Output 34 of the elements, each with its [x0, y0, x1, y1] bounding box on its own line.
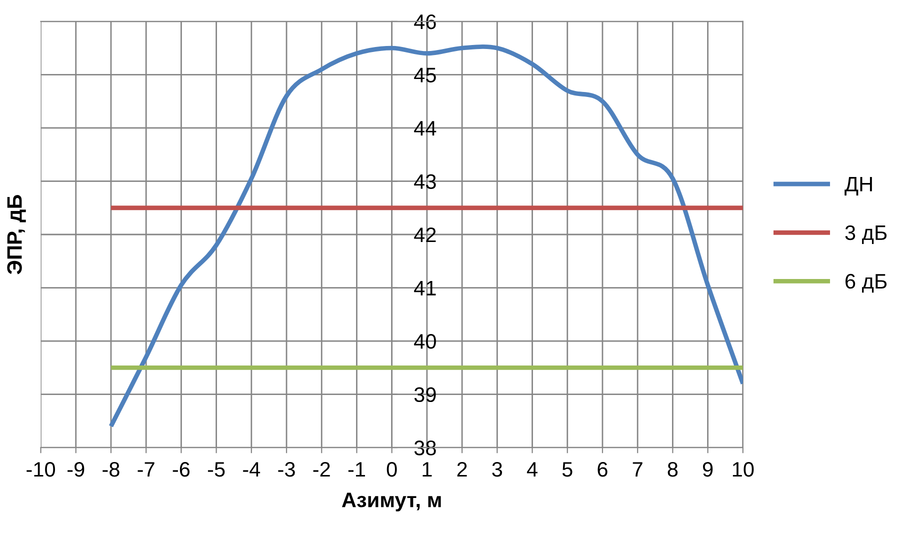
line-series [108, 44, 743, 428]
x-tick-label: -10 [26, 462, 56, 477]
y-tick-label: 41 [414, 280, 436, 296]
y-tick-label: 42 [414, 228, 436, 242]
x-tick-label: -8 [102, 462, 120, 477]
y-axis-title: ЭПР, дБ [7, 194, 26, 274]
x-tick-label: 1 [422, 462, 432, 477]
x-tick-label: 5 [562, 462, 572, 477]
x-tick-label: -2 [313, 462, 330, 477]
x-tick-label: 0 [386, 462, 397, 477]
x-tick-label: -9 [68, 462, 84, 477]
y-tick-label: 39 [414, 387, 436, 402]
x-tick-label: 9 [702, 462, 713, 477]
x-tick-label: 6 [598, 462, 608, 477]
x-axis-title: Азимут, м [342, 492, 441, 512]
legend-label: 6 дБ [846, 274, 887, 293]
x-tick-label: 3 [492, 462, 502, 477]
x-tick-label: 2 [457, 462, 467, 477]
y-tick-label: 43 [414, 174, 436, 189]
y-tick-label: 44 [414, 121, 436, 136]
x-tick-label: 7 [632, 462, 642, 477]
x-tick-label: 10 [732, 462, 754, 477]
x-tick-label: 4 [526, 462, 538, 477]
x-tick-label: -7 [138, 462, 154, 477]
x-tick-label: -3 [278, 462, 295, 477]
y-tick-label: 45 [414, 68, 436, 82]
x-tick-label: -5 [208, 462, 225, 477]
legend-label: 3 дБ [845, 225, 887, 244]
x-tick-label: -1 [348, 462, 365, 477]
x-tick-label: 8 [668, 462, 678, 477]
legend-label: ДН [844, 176, 872, 196]
x-tick-label: -6 [172, 462, 190, 477]
y-tick-label: 40 [414, 334, 436, 349]
x-tick-label: -4 [243, 462, 260, 477]
